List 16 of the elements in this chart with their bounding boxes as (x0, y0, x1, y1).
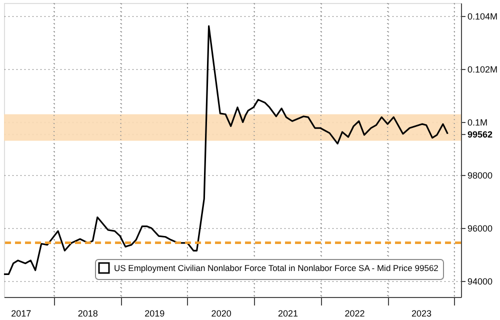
x-tick-label: 2020 (211, 308, 232, 318)
x-tick-label: 2022 (344, 308, 365, 318)
y-tick-label: 98000 (468, 170, 493, 181)
y-tick-label: 0.104M (468, 12, 498, 22)
line-series (4, 25, 448, 276)
y-tick-label: 99562 (468, 129, 493, 140)
y-tick-label: 94000 (468, 276, 493, 287)
x-tick-label: 2021 (278, 308, 298, 318)
x-tick-label: 2017 (11, 308, 32, 318)
legend-label: US Employment Civilian Nonlabor Force Total in Nonlabor Force SA - Mid Price 99562 (114, 263, 439, 273)
x-tick-label: 2018 (78, 308, 98, 318)
y-tick-label: 0.102M (468, 64, 498, 75)
y-tick-label: 0.1M (468, 118, 488, 128)
x-tick-label: 2019 (144, 308, 165, 318)
x-tick-label: 2023 (411, 308, 432, 318)
y-tick-label: 96000 (468, 224, 493, 234)
